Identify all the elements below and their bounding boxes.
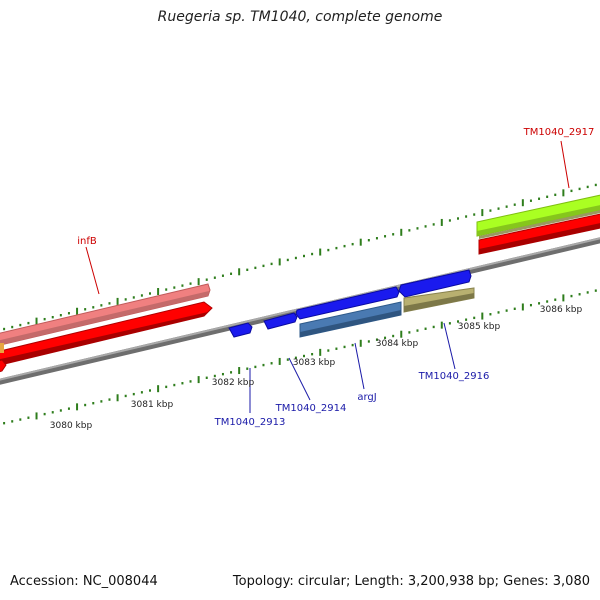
gene-label-argj[interactable]: argJ: [357, 392, 376, 403]
map-title: Ruegeria sp. TM1040, complete genome: [157, 9, 443, 25]
genome-summary-text: Topology: circular; Length: 3,200,938 bp…: [232, 574, 590, 589]
tick-label-3082: 3082 kbp: [212, 378, 255, 388]
upper-tick-track: [3, 183, 597, 331]
argj-leader: [354, 342, 365, 390]
tm1040-2915-feature[interactable]: [295, 286, 400, 320]
accession-text: Accession: NC_008044: [10, 574, 158, 589]
tick-label-3086: 3086 kbp: [540, 305, 583, 315]
infb-leader: [85, 246, 100, 295]
gene-label-tm1040-2916[interactable]: TM1040_2916: [418, 371, 490, 382]
gene-label-tm1040-2914[interactable]: TM1040_2914: [275, 403, 347, 414]
tick-label-3084: 3084 kbp: [376, 339, 419, 349]
infb-feature-outer-shade: [0, 291, 209, 346]
tm1040-2916-feature-shade: [404, 293, 474, 312]
tm1040-2915b-feature[interactable]: [398, 269, 472, 298]
infb-feature-inner-shade: [0, 312, 208, 366]
tm1040-2917-olive-band: [479, 210, 600, 239]
tm1040-2917-feature-inner-shade: [479, 223, 600, 254]
left-edge-feature[interactable]: [0, 359, 7, 373]
tick-label-3080: 3080 kbp: [50, 421, 93, 431]
tm1040-2913-feature[interactable]: [228, 322, 253, 338]
gene-label-tm1040-2917[interactable]: TM1040_2917: [523, 127, 595, 138]
gene-label-infb[interactable]: infB: [77, 236, 97, 247]
lower-tick-track: [3, 289, 597, 425]
tm1040-2914-feature[interactable]: [263, 312, 298, 330]
tm1040-2917-feature-outer-shade: [477, 205, 600, 236]
tick-label-3085: 3085 kbp: [458, 322, 501, 332]
tm1040-2917-leader: [560, 140, 570, 189]
tm1040-2914-leader: [288, 357, 311, 401]
tm1040-2916-leader: [443, 322, 456, 370]
tick-label-3083: 3083 kbp: [293, 358, 336, 368]
left-edge-mark: [0, 343, 4, 353]
gene-label-tm1040-2913[interactable]: TM1040_2913: [214, 417, 286, 428]
argj-feature-shade: [300, 310, 401, 337]
tick-label-3081: 3081 kbp: [131, 400, 174, 410]
